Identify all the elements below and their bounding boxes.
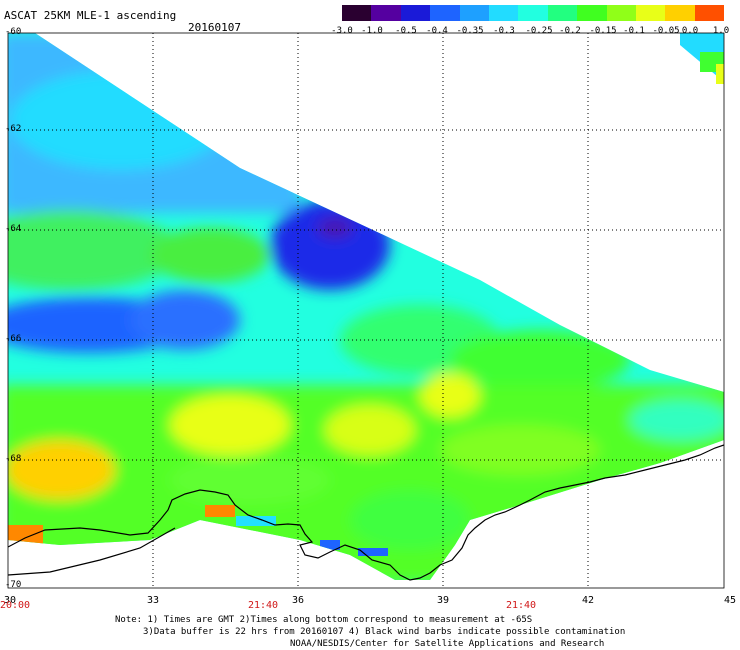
map-date: 20160107 xyxy=(188,21,241,34)
footnote-line: NOAA/NESDIS/Center for Satellite Applica… xyxy=(290,639,605,649)
color-scale-swatch xyxy=(577,5,607,21)
time-label: 20:00 xyxy=(0,600,31,611)
color-scale-swatch xyxy=(635,5,666,21)
color-scale-label: -0.2 xyxy=(559,26,581,36)
footnote-line: 3)Data buffer is 22 hrs from 20160107 4)… xyxy=(143,627,626,637)
longitude-label: 45 xyxy=(723,595,737,606)
longitude-label: 36 xyxy=(291,595,305,606)
color-scale-swatch xyxy=(400,5,431,21)
coastline xyxy=(8,527,176,576)
color-scale-swatch xyxy=(665,5,695,21)
longitude-label: 42 xyxy=(581,595,595,606)
time-label: 21:40 xyxy=(247,600,279,611)
coastline xyxy=(8,444,724,581)
map-frame xyxy=(7,32,725,589)
color-scale-label: -0.3 xyxy=(493,26,515,36)
longitude-label: 30 xyxy=(3,595,17,606)
latitude-label: -60 xyxy=(5,27,22,37)
color-scale-label: 0.0 xyxy=(681,26,699,36)
color-scale-label: -0.15 xyxy=(589,26,617,36)
color-scale-swatch xyxy=(459,5,489,21)
color-scale-swatch xyxy=(606,5,636,21)
longitude-label: 33 xyxy=(146,595,160,606)
map-title: ASCAT 25KM MLE-1 ascending xyxy=(4,9,177,22)
time-label: 21:40 xyxy=(505,600,537,611)
longitude-label: 39 xyxy=(436,595,450,606)
scatterometer-swath xyxy=(8,33,724,580)
color-scale-swatch xyxy=(430,5,460,21)
color-scale-label: 1.0 xyxy=(712,26,730,36)
color-scale-label: -0.4 xyxy=(426,26,448,36)
footnote-line: Note: 1) Times are GMT 2)Times along bot… xyxy=(115,615,533,625)
color-scale-label: -0.25 xyxy=(525,26,553,36)
color-scale-swatch xyxy=(518,5,548,21)
color-scale-bar xyxy=(342,5,725,21)
color-scale-label: -3.0 xyxy=(331,26,353,36)
latitude-label: -70 xyxy=(5,580,22,590)
color-scale-swatch xyxy=(694,5,725,21)
color-scale-label: -0.05 xyxy=(652,26,680,36)
graticule xyxy=(8,33,724,588)
color-scale-swatch xyxy=(371,5,401,21)
color-scale-labels: -3.0 -1.0 -0.5 -0.4 -0.35 -0.3 -0.25 -0.… xyxy=(326,26,740,38)
latitude-label: -62 xyxy=(5,124,22,134)
color-scale-label: -0.5 xyxy=(395,26,417,36)
latitude-label: -64 xyxy=(5,224,22,234)
color-scale-label: -0.1 xyxy=(623,26,645,36)
color-scale-swatch xyxy=(342,5,372,21)
latitude-label: -66 xyxy=(5,334,22,344)
color-scale-label: -1.0 xyxy=(361,26,383,36)
latitude-label: -68 xyxy=(5,454,22,464)
color-scale-swatch xyxy=(488,5,519,21)
color-scale-label: -0.35 xyxy=(456,26,484,36)
color-scale-swatch xyxy=(547,5,578,21)
